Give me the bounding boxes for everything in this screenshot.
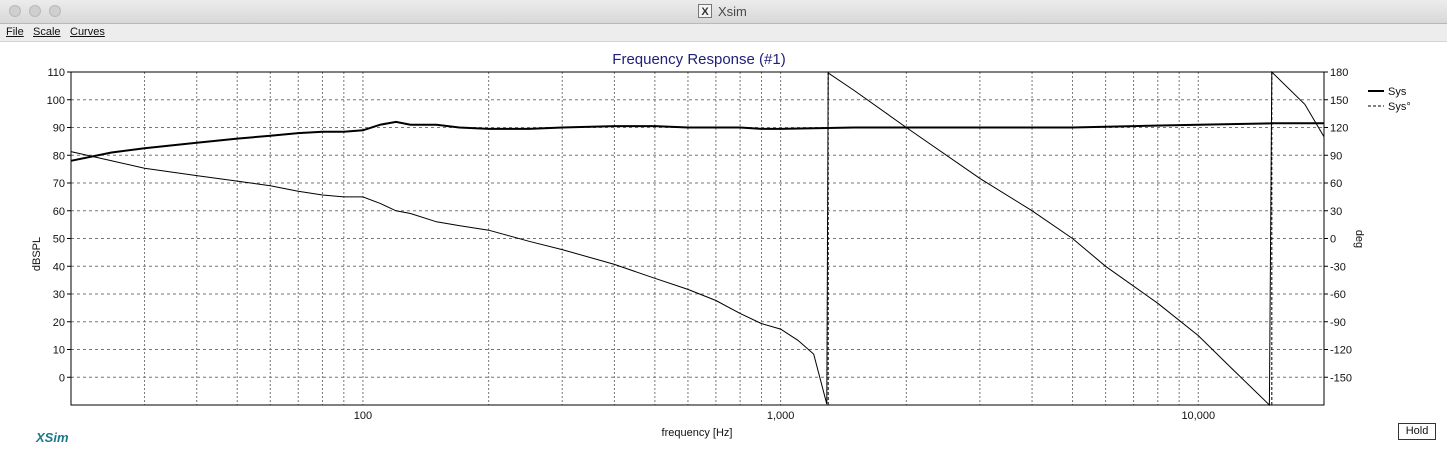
legend-label-sys-phase: Sys° — [1388, 101, 1411, 113]
y-tick-label: 40 — [53, 261, 65, 273]
y2-tick-label: -90 — [1330, 317, 1346, 329]
y-tick-label: 80 — [53, 150, 65, 162]
y2-tick-label: 60 — [1330, 178, 1342, 190]
minimize-window-button[interactable] — [29, 5, 41, 17]
y2-tick-label: -150 — [1330, 372, 1352, 384]
y2-tick-label: 120 — [1330, 123, 1348, 135]
y2-tick-label: -60 — [1330, 289, 1346, 301]
menu-file[interactable]: File — [6, 26, 24, 38]
y2-tick-label: 0 — [1330, 234, 1336, 246]
hold-button[interactable]: Hold — [1398, 423, 1436, 440]
xsim-logo: XSim — [36, 430, 69, 445]
menu-scale[interactable]: Scale — [33, 26, 61, 38]
y2-tick-label: -120 — [1330, 345, 1352, 357]
menu-curves[interactable]: Curves — [70, 26, 105, 38]
plot-frame — [70, 71, 1325, 406]
window-titlebar: X Xsim — [0, 0, 1447, 24]
y-tick-label: 100 — [47, 95, 65, 107]
series-line-sys-phase — [70, 70, 1325, 407]
y-tick-label: 50 — [53, 234, 65, 246]
y-tick-label: 70 — [53, 178, 65, 190]
y-tick-label: 90 — [53, 123, 65, 135]
y-tick-label: 60 — [53, 206, 65, 218]
y-tick-label: 0 — [59, 372, 65, 384]
y-tick-label: 10 — [53, 345, 65, 357]
axis-ticks: 0 10 20 30 40 50 60 70 80 90 100 110 -150 -120 -90 -60 -… — [47, 67, 1352, 422]
y-tick-label: 20 — [53, 317, 65, 329]
y2-tick-label: -30 — [1330, 261, 1346, 273]
curves — [70, 70, 1325, 407]
zoom-window-button[interactable] — [49, 5, 61, 17]
y2-tick-label: 30 — [1330, 206, 1342, 218]
y-tick-label: 30 — [53, 289, 65, 301]
legend: Sys Sys° — [1368, 86, 1411, 113]
x-tick-label: 1,000 — [767, 410, 795, 422]
grid-lines — [71, 72, 1324, 405]
series-line-sys — [70, 120, 1324, 162]
y-tick-label: 110 — [47, 67, 65, 79]
x-tick-label: 10,000 — [1181, 410, 1215, 422]
y-axis-label: dBSPL — [31, 237, 43, 271]
chart-title: Frequency Response (#1) — [612, 51, 785, 68]
y2-tick-label: 150 — [1330, 95, 1348, 107]
menu-bar: File Scale Curves — [0, 24, 1447, 42]
x-axis-label: frequency [Hz] — [662, 427, 733, 439]
legend-label-sys: Sys — [1388, 86, 1407, 98]
y2-axis-label: deg — [1353, 230, 1365, 248]
x11-app-icon: X — [698, 4, 712, 18]
window-title: Xsim — [718, 4, 747, 19]
y2-tick-label: 90 — [1330, 150, 1342, 162]
x-tick-label: 100 — [354, 410, 372, 422]
close-window-button[interactable] — [9, 5, 21, 17]
frequency-response-chart: Frequency Response (#1) 0 10 20 30 40 50 60 70 8… — [31, 51, 1411, 439]
y2-tick-label: 180 — [1330, 67, 1348, 79]
